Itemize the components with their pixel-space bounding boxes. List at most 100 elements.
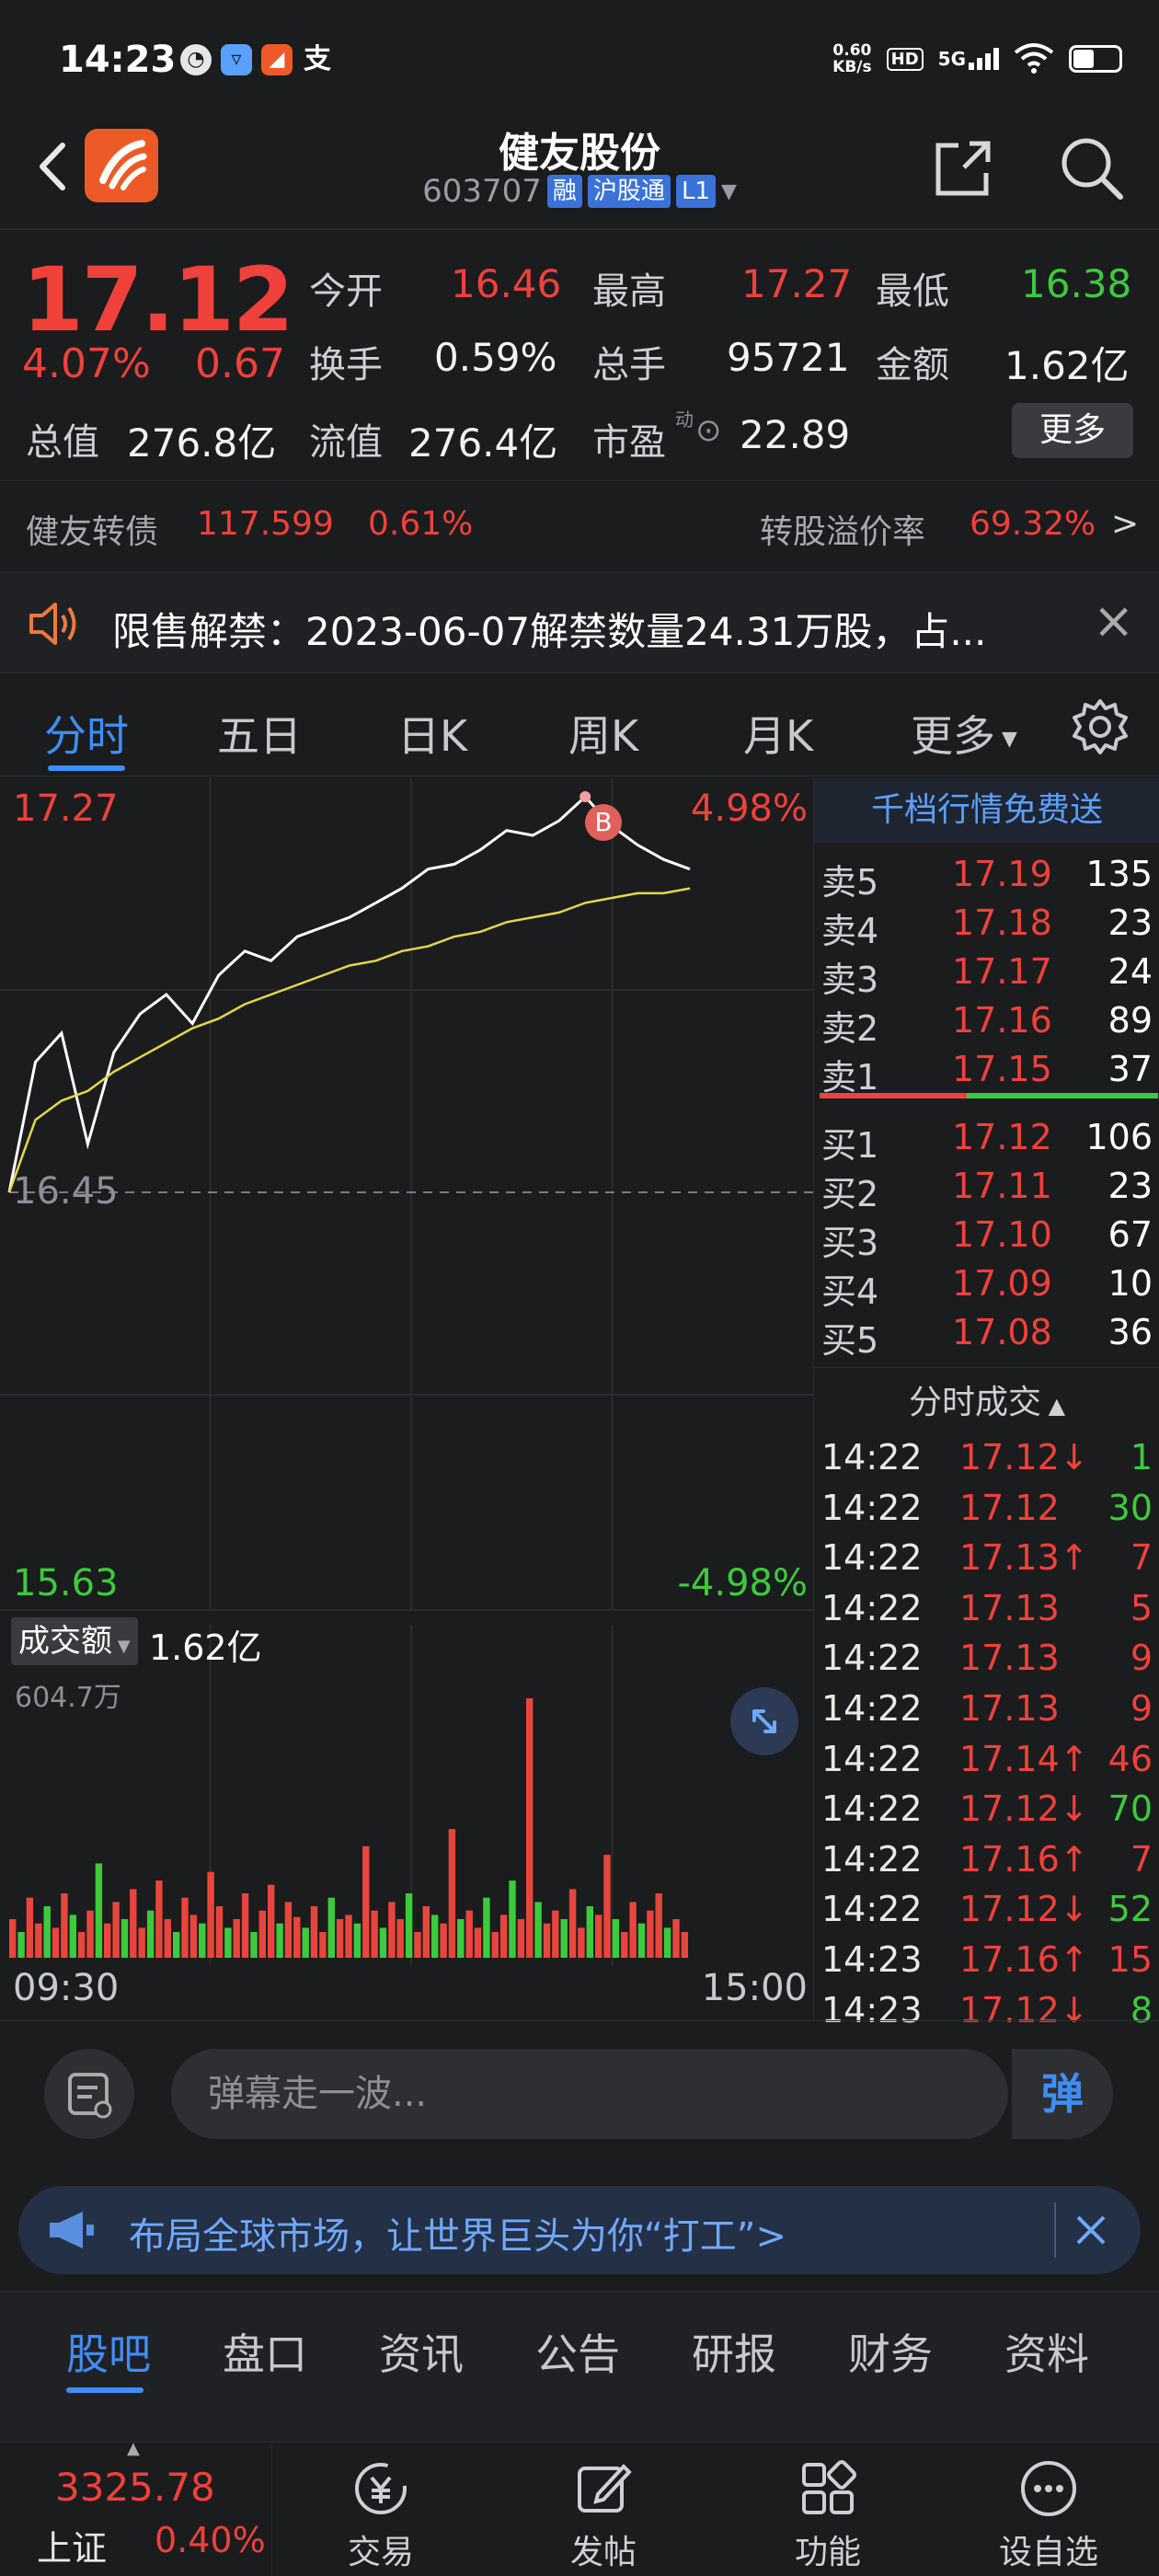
collapse-icon[interactable]: ▲ bbox=[127, 2439, 140, 2458]
volume-bar bbox=[534, 1902, 542, 1958]
ask-volume: 23 bbox=[1107, 903, 1153, 943]
danmu-toggle-button[interactable]: 弹 bbox=[1010, 2049, 1113, 2139]
promo-text: 布局全球市场，让世界巨头为你“打工”> bbox=[129, 2215, 786, 2258]
amount-value: 1.62亿 bbox=[1004, 343, 1130, 388]
volume-bar bbox=[552, 1910, 559, 1958]
volume-bar bbox=[268, 1884, 275, 1958]
bid-row: 买5 17.08 36 bbox=[814, 1312, 1159, 1361]
trade-row: 14:22 17.13↑ 7 bbox=[814, 1537, 1159, 1587]
volume-bar bbox=[35, 1923, 42, 1958]
ask-row: 卖5 17.19 135 bbox=[814, 854, 1159, 903]
bid-label: 买5 bbox=[821, 1320, 879, 1361]
tab-financials[interactable]: 财务 bbox=[848, 2329, 933, 2379]
volume-bar bbox=[77, 1932, 86, 1958]
stock-subtitle[interactable]: 603707 融 沪股通 L1 ▼ bbox=[0, 173, 1159, 210]
tab-intraday[interactable]: 分时 bbox=[44, 711, 129, 761]
index-ticker[interactable]: ▲ 3325.78 上证 0.40% bbox=[0, 2439, 272, 2576]
danmu-input[interactable]: 弹幕走一波... bbox=[171, 2049, 1008, 2139]
trade-row: 14:22 17.12↓ 52 bbox=[814, 1889, 1159, 1938]
trade-row: 14:22 17.16↑ 7 bbox=[814, 1839, 1159, 1889]
high-value: 17.27 bbox=[741, 261, 853, 306]
volume-bar bbox=[258, 1910, 266, 1958]
trade-time: 14:22 bbox=[821, 1838, 923, 1880]
close-icon[interactable]: × bbox=[1093, 592, 1135, 650]
tab-monthly-k[interactable]: 月K bbox=[743, 711, 814, 761]
nav-trade[interactable]: 交易 bbox=[289, 2443, 473, 2576]
volume-bar bbox=[86, 1910, 94, 1958]
expand-icon[interactable] bbox=[730, 1687, 798, 1755]
volume-bar bbox=[414, 1932, 421, 1958]
eastmoney-logo bbox=[85, 129, 158, 202]
volume-bar bbox=[61, 1893, 68, 1958]
volume-bar bbox=[672, 1919, 680, 1958]
index-value: 3325.78 bbox=[55, 2465, 215, 2510]
nav-functions[interactable]: 功能 bbox=[736, 2443, 920, 2576]
gear-icon[interactable] bbox=[1071, 697, 1130, 756]
ask-price: 17.18 bbox=[952, 903, 1052, 943]
tab-five-day[interactable]: 五日 bbox=[217, 711, 302, 761]
trade-volume: 1 bbox=[1130, 1437, 1153, 1478]
tab-forum[interactable]: 股吧 bbox=[66, 2329, 151, 2379]
volume-bar bbox=[405, 1893, 413, 1958]
trade-volume: 9 bbox=[1130, 1638, 1153, 1679]
danmu-bar: 弹幕走一波... 弹 bbox=[0, 2020, 1159, 2166]
volume-bar bbox=[612, 1919, 620, 1958]
danmu-settings-icon[interactable] bbox=[44, 2049, 134, 2139]
tab-announcements[interactable]: 公告 bbox=[535, 2329, 620, 2379]
more-button[interactable]: 更多 bbox=[1012, 403, 1133, 458]
trade-price: 17.13↑ bbox=[959, 1537, 1089, 1579]
trade-volume: 70 bbox=[1107, 1788, 1153, 1830]
quote-panel: 17.12 4.07% 0.67 今开 16.46 最高 17.27 最低 16… bbox=[0, 232, 1159, 471]
float-cap-label: 流值 bbox=[309, 421, 383, 464]
share-icon[interactable] bbox=[931, 136, 995, 201]
ask-price: 17.17 bbox=[952, 951, 1052, 992]
volume-bar bbox=[189, 1915, 198, 1958]
trades-title[interactable]: 分时成交 ▲ bbox=[814, 1367, 1159, 1422]
buy-marker[interactable]: B bbox=[585, 804, 622, 841]
volume-selector[interactable]: 成交额 ▼ bbox=[11, 1617, 138, 1665]
intraday-chart[interactable]: 17.27 4.98% 16.45 15.63 -4.98% B 成交额 ▼ 1… bbox=[0, 778, 813, 2020]
volume-bar bbox=[647, 1910, 654, 1958]
ask-row: 卖4 17.18 23 bbox=[814, 903, 1159, 951]
volume-bar bbox=[353, 1923, 361, 1958]
back-icon[interactable] bbox=[28, 134, 83, 199]
tab-news[interactable]: 资讯 bbox=[379, 2329, 464, 2379]
ask-label: 卖2 bbox=[821, 1008, 879, 1049]
dropdown-icon[interactable]: ▼ bbox=[720, 179, 737, 203]
trade-row: 14:22 17.14↑ 46 bbox=[814, 1739, 1159, 1788]
tab-research[interactable]: 研报 bbox=[692, 2329, 776, 2379]
nav-add-watchlist-label: 设自选 bbox=[998, 2534, 1098, 2571]
premium-value: 69.32% bbox=[970, 505, 1096, 543]
tab-weekly-k[interactable]: 周K bbox=[568, 711, 639, 761]
tab-more[interactable]: 更多 ▼ bbox=[911, 711, 1017, 761]
volume-bar bbox=[499, 1915, 508, 1958]
nav-add-watchlist[interactable]: 设自选 bbox=[957, 2443, 1141, 2576]
time-start: 09:30 bbox=[13, 1967, 120, 2009]
bid-row: 买2 17.11 23 bbox=[814, 1166, 1159, 1214]
trade-row: 14:22 17.12↓ 1 bbox=[814, 1437, 1159, 1487]
tab-profile[interactable]: 资料 bbox=[1004, 2329, 1089, 2379]
volume-bar bbox=[310, 1906, 318, 1958]
tab-daily-k[interactable]: 日K bbox=[397, 711, 468, 761]
bid-volume: 10 bbox=[1107, 1263, 1153, 1304]
info-icon[interactable]: ⊙ bbox=[695, 412, 722, 449]
convertible-bond-row[interactable]: 健友转债 117.599 0.61% 转股溢价率 69.32% > bbox=[0, 480, 1159, 572]
volume-bar bbox=[224, 1927, 232, 1958]
search-icon[interactable] bbox=[1056, 132, 1126, 202]
notice-bar[interactable]: 限售解禁：2023-06-07解禁数量24.31万股，占... × bbox=[0, 572, 1159, 673]
tab-order-panel[interactable]: 盘口 bbox=[223, 2329, 307, 2379]
trade-price: 17.13 bbox=[959, 1587, 1060, 1628]
nav-post-label: 发帖 bbox=[569, 2534, 637, 2571]
pe-label: 市盈 bbox=[592, 421, 666, 464]
nav-post[interactable]: 发帖 bbox=[511, 2443, 695, 2576]
nav-functions-label: 功能 bbox=[794, 2534, 861, 2571]
order-book-promo[interactable]: 千档行情免费送 bbox=[814, 778, 1159, 843]
close-icon[interactable] bbox=[1069, 2208, 1113, 2252]
promo-banner[interactable]: 布局全球市场，让世界巨头为你“打工”> bbox=[18, 2186, 1141, 2274]
trade-row: 14:22 17.12↓ 70 bbox=[814, 1788, 1159, 1838]
clock-app-icon: ◔ bbox=[180, 44, 212, 75]
alipay-icon: 支 bbox=[304, 43, 331, 75]
premium-label: 转股溢价率 bbox=[760, 513, 926, 551]
volume-bar bbox=[181, 1897, 189, 1958]
chart-high-price: 17.27 bbox=[13, 788, 119, 830]
